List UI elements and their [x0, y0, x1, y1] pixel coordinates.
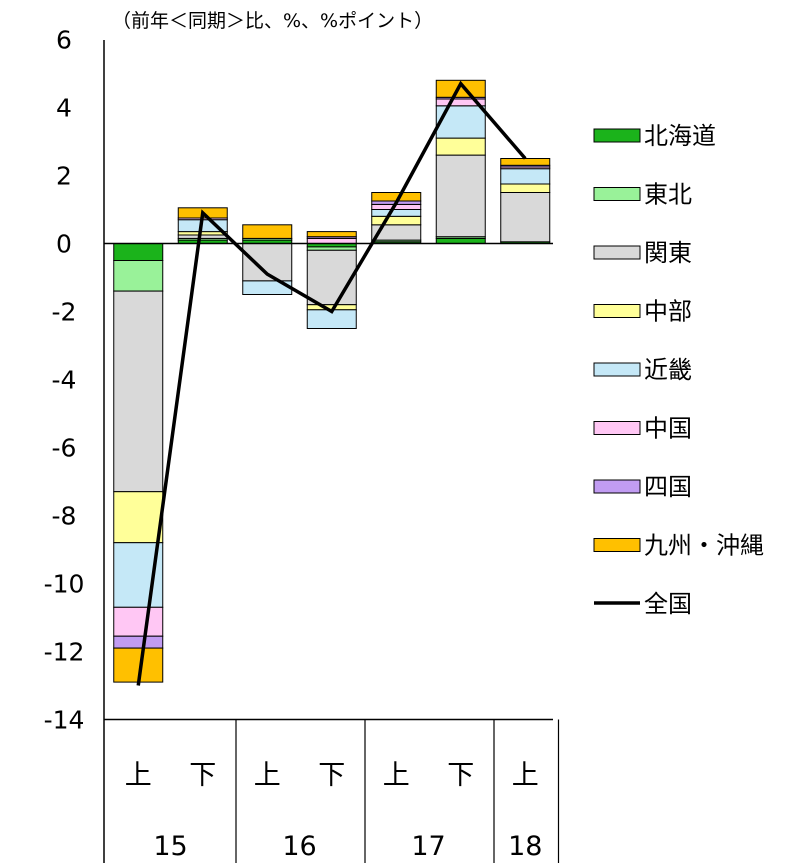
- x-year-label: 18: [508, 831, 542, 862]
- y-tick-label: -12: [44, 638, 85, 667]
- unit-label: （前年＜同期＞比、%、%ポイント）: [112, 10, 433, 32]
- legend-label: 北海道: [644, 122, 716, 150]
- y-tick-label: -14: [44, 706, 85, 735]
- y-tick-label: 0: [56, 230, 72, 259]
- bar-segment: [500, 168, 551, 185]
- bar-segment: [306, 249, 357, 306]
- bar-segment: [113, 243, 164, 261]
- legend-label: 近畿: [644, 356, 692, 384]
- bar-segment: [177, 234, 228, 239]
- x-period-label: 下: [318, 760, 345, 791]
- legend-swatch: [593, 245, 641, 260]
- y-tick-label: -10: [44, 570, 85, 599]
- bar-segment: [435, 137, 486, 156]
- x-year-label: 16: [282, 831, 316, 862]
- y-tick-label: 2: [56, 162, 72, 191]
- legend-swatch: [593, 538, 641, 552]
- x-period-label: 下: [447, 760, 474, 791]
- legend-label: 中国: [644, 415, 692, 443]
- bar-segment: [113, 491, 164, 544]
- bar-segment: [371, 209, 422, 217]
- bar-segment: [306, 231, 357, 238]
- y-tick-label: 6: [56, 26, 72, 55]
- bar-segment: [500, 158, 551, 166]
- bar-segment: [113, 635, 164, 649]
- x-axis-categories: 上 下 上 下 上 下 上 15 16 17 18: [125, 760, 543, 862]
- bar-segment: [306, 237, 357, 244]
- total-line-layer: [136, 80, 527, 686]
- legend-swatch: [593, 479, 641, 494]
- legend-swatch: [593, 362, 641, 377]
- x-period-label: 下: [189, 760, 216, 791]
- x-year-label: 17: [411, 831, 445, 862]
- legend-swatch: [593, 128, 641, 143]
- legend-label: 中部: [644, 298, 692, 326]
- legend-label: 東北: [644, 181, 692, 209]
- total-line: [136, 80, 527, 686]
- x-period-label: 上: [125, 760, 152, 791]
- bar-segment: [242, 224, 293, 239]
- bar-segment: [306, 246, 357, 251]
- legend-swatch: [593, 304, 641, 318]
- legend-swatch: [593, 421, 641, 435]
- bar-segment: [435, 237, 486, 244]
- bar-segment: [500, 192, 551, 243]
- bar-segment: [177, 231, 228, 236]
- bar-segment: [113, 606, 164, 637]
- legend-label: 全国: [644, 590, 692, 618]
- x-period-label: 上: [383, 760, 410, 791]
- legend-swatch: [593, 187, 641, 201]
- x-period-label: 上: [254, 760, 281, 791]
- bar-segment: [435, 154, 486, 238]
- y-tick-label: -6: [52, 434, 77, 463]
- y-tick-label: -4: [52, 366, 77, 395]
- y-tick-label: -8: [52, 502, 77, 531]
- bar-segment: [371, 215, 422, 226]
- legend-label: 関東: [644, 239, 692, 267]
- bar-segment: [435, 105, 486, 139]
- bar-segment: [500, 183, 551, 193]
- y-tick-label: -2: [52, 298, 77, 327]
- bar-segment: [113, 260, 164, 292]
- bar-segment: [113, 290, 164, 493]
- legend-label: 四国: [644, 473, 692, 501]
- x-year-label: 15: [153, 831, 187, 862]
- y-tick-label: 4: [56, 94, 72, 123]
- legend-label: 九州・沖縄: [644, 532, 764, 560]
- axes: [103, 40, 560, 863]
- y-axis-ticks: 6 4 2 0 -2 -4 -6 -8 -10 -12 -14: [44, 26, 85, 735]
- x-period-label: 上: [512, 760, 539, 791]
- bar-segment: [435, 79, 486, 98]
